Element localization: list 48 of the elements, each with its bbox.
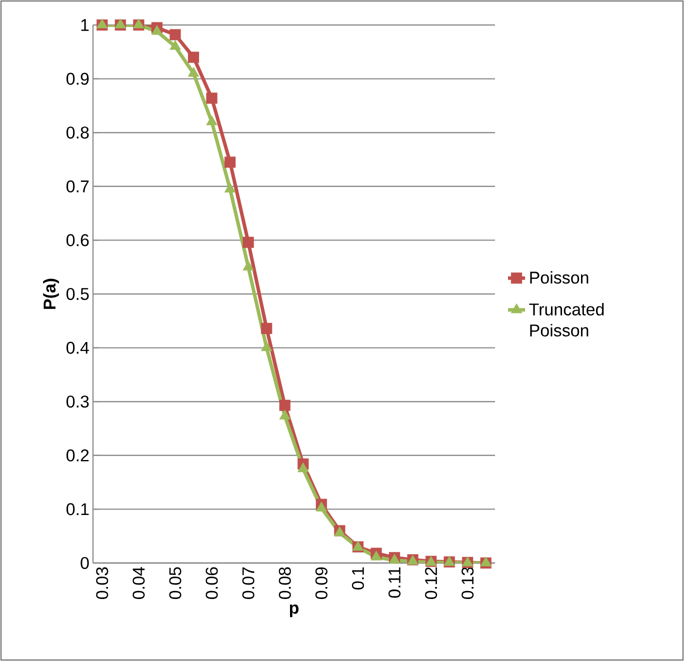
y-tick-label: 0.9 [66, 72, 89, 85]
point [279, 400, 290, 411]
point [242, 236, 254, 248]
x-tick-label: 0.07 [242, 567, 254, 599]
point [279, 410, 291, 420]
y-tick-label: 1 [81, 19, 89, 31]
point [132, 18, 144, 28]
point [480, 556, 492, 566]
legend-label: Poisson [530, 271, 588, 284]
point [114, 18, 126, 28]
point [151, 24, 163, 35]
y-tick-label: 0 [80, 556, 89, 570]
point [260, 341, 272, 352]
x-tick-label: 0.1 [352, 567, 364, 590]
y-tick-label: 0.6 [66, 234, 89, 246]
y-tick-label: 0.5 [66, 288, 89, 300]
y-tick-label: 0.4 [66, 342, 89, 354]
x-tick-label: 0.03 [96, 567, 108, 599]
point [170, 29, 181, 40]
y-tick-label: 0.1 [66, 503, 89, 516]
point [96, 18, 108, 28]
point [188, 66, 200, 77]
point [188, 52, 200, 63]
y-tick-label: 0.7 [66, 180, 89, 192]
point [261, 322, 272, 334]
x-tick-label: 0.04 [132, 567, 145, 599]
y-tick-label: 0.2 [66, 449, 89, 462]
point [224, 156, 236, 168]
y-tick-label: 0.8 [66, 126, 89, 139]
x-tick-label: 0.13 [462, 567, 474, 599]
point [370, 550, 382, 560]
legend-label: Truncated Poisson [529, 303, 604, 336]
point [206, 115, 218, 126]
y-axis-title: P(a) [43, 278, 59, 309]
x-tick-label: 0.09 [315, 567, 328, 599]
point [316, 502, 328, 512]
x-tick-label: 0.11 [388, 567, 401, 598]
point [297, 462, 309, 472]
x-tick-label: 0.12 [425, 567, 438, 599]
x-tick-label: 0.05 [169, 567, 182, 599]
point [224, 182, 236, 192]
point [206, 92, 218, 104]
point [170, 40, 181, 50]
point [242, 260, 254, 270]
x-tick-label: 0.08 [278, 567, 291, 599]
x-tick-label: 0.06 [206, 567, 218, 599]
y-tick-label: 0.3 [66, 396, 89, 408]
x-axis-title: p [290, 604, 299, 618]
